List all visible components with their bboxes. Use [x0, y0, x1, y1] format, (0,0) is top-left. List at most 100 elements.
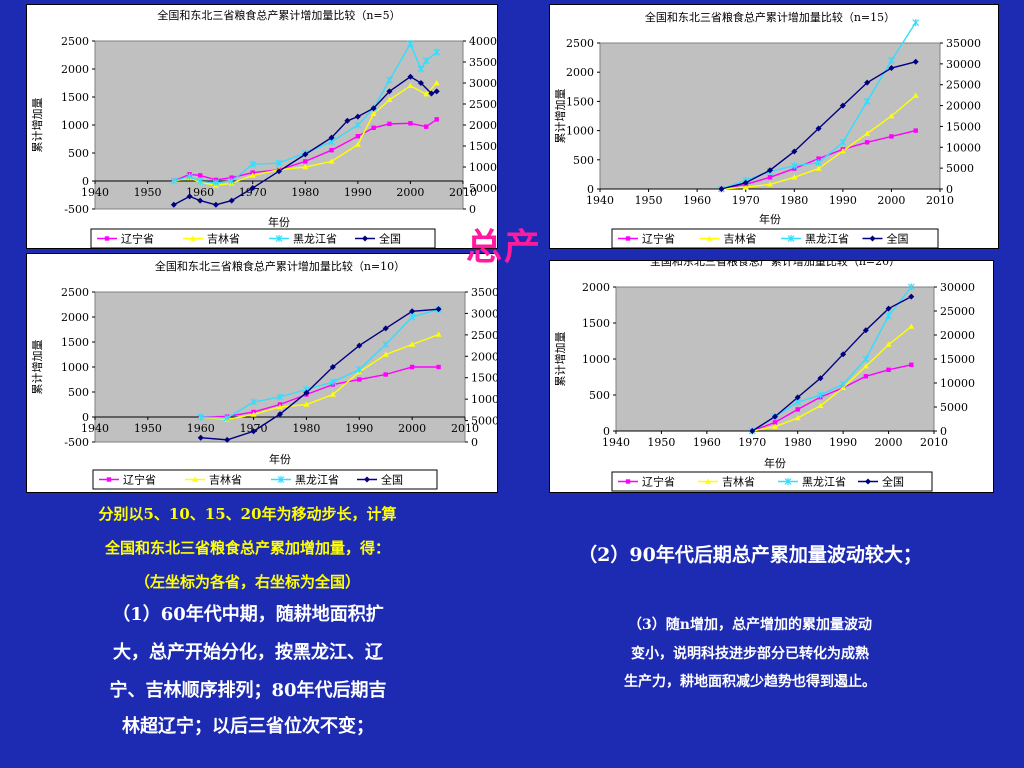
data-point [250, 428, 257, 435]
legend [90, 228, 436, 248]
data-point [197, 413, 205, 421]
data-point [817, 375, 824, 382]
data-point [794, 394, 801, 401]
data-point [170, 177, 178, 185]
data-point [767, 181, 773, 187]
y2-tick-label: 35000 [471, 286, 497, 299]
x-tick-label: 1960 [683, 194, 711, 207]
series-全国 [170, 73, 440, 208]
finding-3-line-2: 变小，说明科技进步部分已转化为成熟 [631, 646, 869, 662]
series-line [200, 308, 439, 419]
data-point [864, 130, 871, 136]
data-point [329, 391, 336, 397]
legend-marker [362, 235, 368, 242]
data-point [302, 151, 309, 158]
data-point [912, 92, 919, 98]
y-tick-label: 0 [82, 411, 89, 424]
finding-1-line-4: 林超辽宁；以后三省位次不变； [122, 716, 374, 737]
y-tick-label: 1000 [61, 361, 89, 374]
x-tick-label: 2010 [451, 422, 479, 435]
x-tick-label: 2000 [396, 186, 424, 199]
plot-area [94, 40, 464, 210]
series-全国 [749, 293, 915, 434]
legend-marker [706, 235, 713, 241]
data-point [197, 197, 204, 204]
chart-title: 全国和东北三省粮食总产累计增加量比较（n=15） [645, 10, 895, 24]
data-point [382, 341, 390, 348]
x-tick-label: 1950 [134, 186, 162, 199]
data-point [212, 179, 220, 187]
data-point [186, 193, 193, 200]
data-point [794, 415, 801, 421]
data-point [408, 121, 413, 126]
y2-tick-label: 10000 [471, 393, 497, 406]
data-point [423, 91, 430, 97]
y2-tick-label: 0 [946, 183, 953, 196]
legend-label: 辽宁省 [121, 232, 154, 246]
data-point [197, 173, 203, 178]
plot-area [599, 42, 941, 190]
y-axis-title: 累计增加量 [553, 332, 567, 387]
x-tick-label: 1960 [187, 422, 215, 435]
x-tick-label: 1980 [780, 194, 808, 207]
y-tick-label: 0 [603, 425, 610, 438]
legend-marker [865, 478, 871, 485]
legend-marker [705, 478, 711, 484]
data-point [815, 159, 822, 167]
y-tick-label: 1000 [61, 119, 89, 132]
data-point [303, 401, 310, 407]
y-tick-label: 2000 [61, 311, 89, 324]
y2-tick-label: 15000 [946, 120, 981, 133]
intro-line-2: 全国和东北三省粮食总产累加增加量，得： [104, 539, 390, 557]
x-tick-label: 1980 [784, 436, 812, 449]
chart-title: 全国和东北三省粮食总产累计增加量比较（n=10） [155, 259, 405, 273]
data-point [417, 65, 425, 73]
data-point [228, 197, 235, 204]
y-axis-title: 累计增加量 [553, 89, 567, 144]
data-point [250, 398, 257, 406]
data-point [344, 117, 351, 124]
data-point [435, 331, 442, 337]
data-point [328, 134, 335, 141]
x-tick-label: 2000 [875, 436, 903, 449]
x-tick-label: 1960 [693, 436, 721, 449]
data-point [409, 341, 416, 347]
x-tick-label: 2010 [449, 186, 477, 199]
y2-tick-label: 20000 [946, 100, 981, 113]
y2-tick-label: 30000 [471, 307, 497, 320]
y-tick-label: 2500 [566, 37, 594, 50]
line-chart-n20: 全国和东北三省粮食总产累计增加量比较（n=20） 0 500 1000 1500 2000… [553, 261, 975, 492]
data-point [433, 88, 440, 95]
data-point [909, 362, 914, 367]
y2-tick-label: 35000 [469, 56, 497, 69]
data-point [197, 434, 204, 441]
data-point [839, 102, 846, 109]
x-tick-label: 1990 [344, 186, 372, 199]
series-line [752, 364, 912, 432]
legend-label: 辽宁省 [642, 232, 675, 246]
data-point [249, 160, 257, 168]
y-tick-label: -500 [64, 203, 89, 216]
data-point [888, 65, 895, 72]
y2-tick-label: 10000 [940, 377, 975, 390]
y-tick-label: -500 [64, 436, 89, 449]
y2-tick-label: 15000 [471, 372, 497, 385]
data-point [791, 148, 798, 155]
series-全国 [197, 306, 442, 443]
data-point [224, 436, 231, 443]
legend-marker [784, 478, 792, 485]
series-吉林省 [197, 331, 442, 422]
y-axis-title: 累计增加量 [30, 98, 44, 153]
data-point [862, 355, 870, 363]
data-point [436, 364, 441, 370]
finding-2: （2）90年代后期总产累加量波动较大； [578, 544, 922, 566]
data-point [250, 411, 257, 417]
chart-panel-n5: 全国和东北三省粮食总产累计增加量比较（n=5） -500 0 500 1000 1500 2… [26, 4, 498, 249]
data-point [862, 327, 869, 334]
data-point [276, 393, 284, 401]
data-point [228, 177, 236, 185]
intro-line-1: 分别以5、10、15、20年为移动步长，计算 [98, 505, 397, 523]
data-point [356, 342, 363, 349]
data-point [417, 80, 424, 86]
data-point [428, 90, 435, 97]
